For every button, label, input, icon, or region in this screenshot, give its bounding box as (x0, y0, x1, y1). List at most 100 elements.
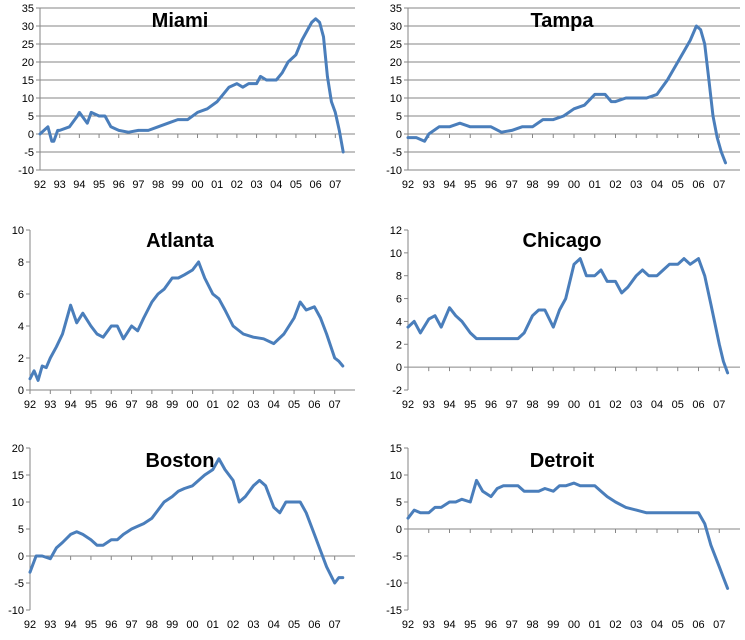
x-tick-label: 96 (485, 179, 497, 191)
x-tick-label: 05 (288, 619, 300, 631)
x-tick-label: 95 (93, 179, 105, 191)
y-tick-label: 10 (12, 225, 24, 237)
chart-title: Boston (146, 450, 215, 472)
y-tick-label: 0 (396, 524, 402, 536)
x-tick-label: 04 (270, 179, 282, 191)
x-tick-label: 95 (464, 619, 476, 631)
x-tick-label: 00 (191, 179, 203, 191)
x-tick-label: 06 (308, 619, 320, 631)
x-tick-label: 96 (485, 619, 497, 631)
x-tick-label: 92 (402, 619, 414, 631)
y-tick-label: -2 (392, 385, 402, 397)
y-tick-label: 5 (28, 111, 34, 123)
x-tick-label: 97 (506, 619, 518, 631)
x-tick-label: 94 (73, 179, 85, 191)
x-tick-label: 06 (692, 179, 704, 191)
y-tick-label: -10 (386, 165, 402, 177)
x-tick-label: 06 (308, 399, 320, 411)
y-tick-label: 6 (396, 294, 402, 306)
y-tick-label: 5 (396, 497, 402, 509)
x-tick-label: 02 (609, 399, 621, 411)
x-tick-label: 05 (288, 399, 300, 411)
y-tick-label: 10 (390, 248, 402, 260)
x-tick-label: 02 (227, 619, 239, 631)
chart-title: Chicago (523, 230, 602, 252)
chart-title: Miami (152, 10, 209, 32)
x-tick-label: 00 (186, 619, 198, 631)
y-tick-label: 30 (390, 21, 402, 33)
x-tick-label: 07 (713, 619, 725, 631)
y-tick-label: 10 (390, 93, 402, 105)
y-tick-label: 15 (22, 75, 34, 87)
y-tick-label: 35 (22, 3, 34, 15)
y-tick-label: 0 (18, 551, 24, 563)
y-tick-label: 15 (390, 75, 402, 87)
y-tick-label: 8 (18, 257, 24, 269)
series-line (28, 260, 345, 382)
x-tick-label: 97 (125, 619, 137, 631)
x-tick-label: 00 (568, 619, 580, 631)
x-tick-label: 96 (105, 399, 117, 411)
y-tick-label: -5 (392, 147, 402, 159)
y-tick-label: 20 (390, 57, 402, 69)
x-tick-label: 93 (54, 179, 66, 191)
x-tick-label: 05 (672, 619, 684, 631)
x-tick-label: 04 (651, 399, 663, 411)
x-tick-label: 03 (250, 179, 262, 191)
x-tick-label: 99 (166, 619, 178, 631)
x-tick-label: 06 (310, 179, 322, 191)
x-tick-label: 00 (568, 399, 580, 411)
x-tick-label: 95 (85, 619, 97, 631)
x-tick-label: 06 (692, 399, 704, 411)
x-tick-label: 04 (651, 619, 663, 631)
chart-title: Atlanta (146, 230, 215, 252)
y-tick-label: -10 (18, 165, 34, 177)
y-tick-label: 20 (22, 57, 34, 69)
x-tick-label: 01 (207, 399, 219, 411)
x-tick-label: 97 (506, 179, 518, 191)
y-tick-label: -5 (14, 578, 24, 590)
y-tick-label: 15 (12, 470, 24, 482)
x-tick-label: 98 (526, 179, 538, 191)
x-tick-label: 03 (247, 399, 259, 411)
y-tick-label: 4 (396, 316, 402, 328)
x-tick-label: 02 (609, 619, 621, 631)
x-tick-label: 95 (85, 399, 97, 411)
x-tick-label: 01 (589, 179, 601, 191)
x-tick-label: 94 (443, 179, 455, 191)
y-tick-label: 6 (18, 289, 24, 301)
x-tick-label: 06 (692, 619, 704, 631)
x-tick-label: 07 (329, 619, 341, 631)
x-tick-label: 94 (65, 399, 77, 411)
x-tick-label: 04 (651, 179, 663, 191)
series-line (38, 17, 345, 154)
x-tick-label: 03 (630, 619, 642, 631)
x-tick-label: 94 (65, 619, 77, 631)
y-tick-label: 10 (12, 497, 24, 509)
x-tick-label: 04 (268, 619, 280, 631)
x-tick-label: 99 (172, 179, 184, 191)
x-tick-label: 99 (547, 179, 559, 191)
x-tick-label: 96 (105, 619, 117, 631)
x-tick-label: 98 (152, 179, 164, 191)
series-line (406, 24, 727, 165)
y-tick-label: -10 (8, 605, 24, 617)
y-tick-label: 0 (396, 362, 402, 374)
y-tick-label: 20 (12, 443, 24, 455)
x-tick-label: 96 (113, 179, 125, 191)
x-tick-label: 99 (547, 619, 559, 631)
x-tick-label: 92 (34, 179, 46, 191)
x-tick-label: 93 (423, 619, 435, 631)
x-tick-label: 97 (125, 399, 137, 411)
x-tick-label: 01 (211, 179, 223, 191)
x-tick-label: 03 (630, 399, 642, 411)
y-tick-label: 12 (390, 225, 402, 237)
x-tick-label: 97 (132, 179, 144, 191)
series-line (406, 478, 730, 590)
x-tick-label: 07 (329, 179, 341, 191)
x-tick-label: 00 (186, 399, 198, 411)
y-tick-label: -15 (386, 605, 402, 617)
y-tick-label: 5 (18, 524, 24, 536)
